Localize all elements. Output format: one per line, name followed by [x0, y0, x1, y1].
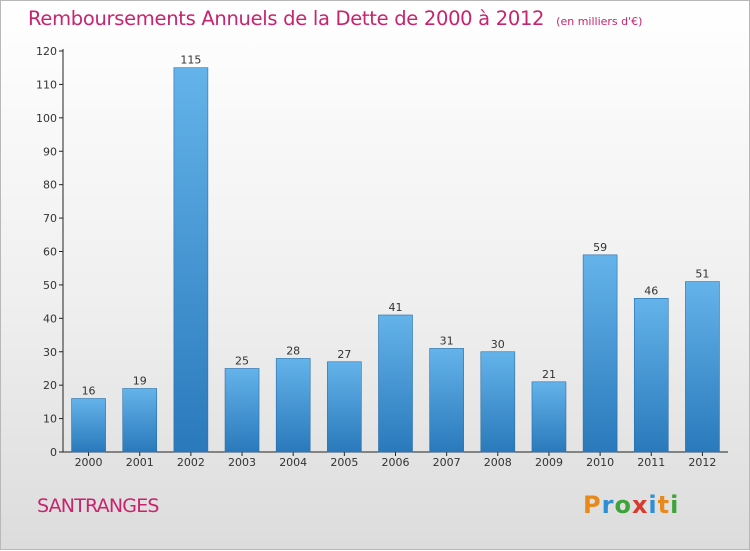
x-tick-label: 2000 [75, 456, 103, 469]
value-label: 28 [286, 344, 300, 357]
bar [480, 351, 516, 453]
y-tick-label: 90 [43, 145, 57, 158]
x-tick-label: 2012 [688, 456, 716, 469]
logo-letter: x [631, 491, 649, 519]
value-label: 41 [389, 301, 403, 314]
logo-letter: i [648, 491, 658, 519]
city-name: SANTRANGES [37, 495, 159, 517]
x-tick-label: 2004 [279, 456, 307, 469]
y-tick-label: 70 [43, 212, 57, 225]
value-label: 21 [542, 368, 556, 381]
y-tick-label: 100 [36, 112, 57, 125]
value-label: 46 [644, 284, 658, 297]
logo-letter: i [670, 491, 680, 519]
value-label: 115 [180, 54, 201, 67]
bar [429, 348, 464, 453]
y-tick-label: 50 [43, 279, 57, 292]
logo-letter: t [657, 491, 671, 519]
bar [71, 398, 106, 453]
logo-letter: P [583, 491, 602, 519]
x-tick-label: 2002 [177, 456, 205, 469]
y-tick-label: 20 [43, 379, 57, 392]
chart-title: Remboursements Annuels de la Dette de 20… [28, 7, 643, 30]
bar [582, 254, 618, 453]
chart-unit: (en milliers d'€) [556, 15, 643, 28]
bar [531, 381, 567, 453]
y-tick-label: 120 [36, 45, 57, 58]
logo-letter: r [601, 491, 615, 519]
logo-letter: o [614, 491, 632, 519]
y-tick-label: 0 [50, 446, 57, 459]
x-tick-label: 2003 [228, 456, 256, 469]
proxiti-logo: Proxiti [583, 491, 679, 519]
y-tick-label: 110 [36, 78, 57, 91]
value-label: 31 [440, 334, 454, 347]
bar [275, 358, 311, 453]
x-tick-label: 2008 [484, 456, 512, 469]
x-tick-label: 2007 [433, 456, 461, 469]
bar [378, 314, 413, 453]
bar [122, 388, 158, 453]
x-tick-label: 2009 [535, 456, 563, 469]
x-tick-label: 2001 [126, 456, 154, 469]
y-tick-label: 30 [43, 346, 57, 359]
value-label: 27 [337, 348, 351, 361]
value-label: 16 [82, 385, 96, 398]
bars [71, 67, 720, 453]
x-tick-label: 2005 [330, 456, 358, 469]
x-tick-label: 2010 [586, 456, 614, 469]
x-tick-label: 2006 [382, 456, 410, 469]
bar [224, 368, 260, 453]
value-label: 19 [133, 375, 147, 388]
value-labels: 16 19 115 25 28 27 41 31 30 21 59 46 51 [82, 54, 710, 398]
bar [327, 361, 362, 453]
bar [173, 67, 209, 453]
value-label: 59 [593, 241, 607, 254]
value-label: 25 [235, 354, 249, 367]
bar [633, 297, 669, 453]
y-tick-label: 40 [43, 312, 57, 325]
y-tick-label: 10 [43, 413, 57, 426]
x-tick-label: 2011 [637, 456, 665, 469]
y-tick-label: 60 [43, 246, 57, 259]
value-label: 30 [491, 338, 505, 351]
value-label: 51 [695, 268, 709, 281]
bar [685, 281, 720, 453]
y-tick-label: 80 [43, 179, 57, 192]
